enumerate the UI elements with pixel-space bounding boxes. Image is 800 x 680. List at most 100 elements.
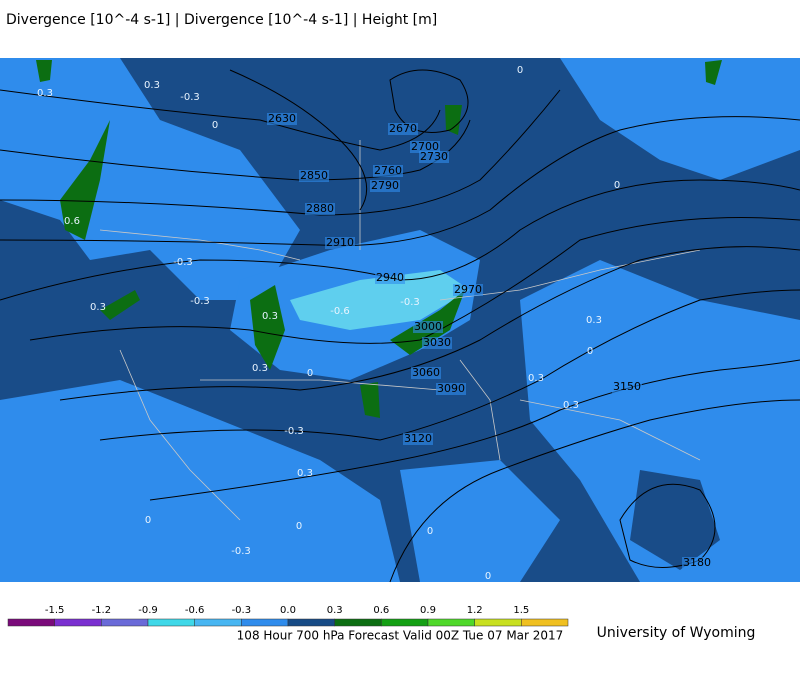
contour-label: 2760 (374, 164, 402, 177)
contour-label: 3150 (613, 380, 641, 393)
divergence-label: -0.3 (173, 257, 193, 268)
credit: University of Wyoming (597, 625, 756, 641)
colorbar-swatch (287, 618, 335, 627)
contour (619, 483, 716, 568)
colorbar-swatch (101, 618, 149, 627)
contour (389, 399, 800, 583)
contour-label-bg (419, 151, 449, 163)
region (100, 290, 140, 320)
contour-label-bg (373, 165, 403, 177)
divergence-label: 0.3 (528, 373, 544, 384)
colorbar-tick-label: 1.5 (513, 605, 529, 616)
contour-label-bg (411, 367, 441, 379)
contour-label: 2630 (268, 112, 296, 125)
contour-label-bg (410, 141, 440, 153)
region (630, 470, 720, 570)
contour-label: 3000 (414, 320, 442, 333)
divergence-label: 0 (614, 180, 620, 191)
divergence-label: 0.3 (144, 80, 160, 91)
region (520, 260, 800, 582)
contour-label-bg (682, 557, 712, 569)
contour-label-bg (453, 284, 483, 296)
colorbar-tick-label: 0.9 (420, 605, 436, 616)
colorbar-tick-label: -0.3 (232, 605, 252, 616)
divergence-label: 0.6 (64, 216, 80, 227)
colorbar-swatch (381, 618, 429, 627)
contour-label-bg (375, 272, 405, 284)
contour-label-bg (370, 180, 400, 192)
contour-label: 3030 (423, 336, 451, 349)
contour-label-bg (403, 433, 433, 445)
divergence-label: -0.3 (190, 296, 210, 307)
colorbar-tick-label: 1.2 (467, 605, 483, 616)
region (290, 270, 470, 330)
divergence-label: 0.3 (37, 88, 53, 99)
contour (149, 359, 800, 501)
colorbar-swatch (147, 618, 195, 627)
region (60, 120, 110, 240)
region (300, 58, 800, 180)
divergence-label: 0 (212, 120, 218, 131)
colorbar-swatch (474, 618, 522, 627)
divergence-label: 0.3 (262, 311, 278, 322)
contour (0, 89, 561, 216)
divergence-label: 0 (517, 65, 523, 76)
divergence-label: 0.3 (297, 468, 313, 479)
contour-label: 2910 (326, 236, 354, 249)
contour-label-bg (413, 321, 443, 333)
contour-label-bg (388, 123, 418, 135)
divergence-label: 0.3 (90, 302, 106, 313)
contour-label-bg (325, 237, 355, 249)
contour (59, 246, 800, 401)
contour-label: 2940 (376, 271, 404, 284)
contour-label: 2670 (389, 122, 417, 135)
colorbar-tick-label: -1.5 (45, 605, 65, 616)
divergence-label: -0.3 (400, 297, 420, 308)
contour-label-bg (299, 170, 329, 182)
region (400, 460, 560, 582)
region (0, 58, 300, 300)
contour-label-bg (612, 381, 642, 393)
boundary (119, 349, 501, 521)
divergence-label: -0.3 (180, 92, 200, 103)
colorbar-tick-label: 0.6 (373, 605, 389, 616)
contour-label: 2700 (411, 140, 439, 153)
colorbar-swatch (521, 618, 569, 627)
colorbar-tick-label: -0.9 (138, 605, 158, 616)
divergence-label: 0.3 (563, 400, 579, 411)
colorbar: -1.5 -1.2 -0.9 -0.6 -0.3 0.0 0.3 0.6 0.9 1.2 1.5 (7, 605, 569, 627)
divergence-label: -0.3 (284, 426, 304, 437)
region (250, 285, 285, 370)
divergence-label: 0 (427, 526, 433, 537)
title: Divergence [10^-4 s-1] | Divergence [10^… (6, 12, 437, 28)
contour-label: 2730 (420, 150, 448, 163)
contour-label: 2880 (306, 202, 334, 215)
contour-label-bg (305, 203, 335, 215)
contour-label-bg (436, 383, 466, 395)
contour-label: 2790 (371, 179, 399, 192)
colorbar-tick-label: -1.2 (92, 605, 112, 616)
colorbar-swatch (7, 618, 55, 627)
contour-label: 3120 (404, 432, 432, 445)
contour-label: 3090 (437, 382, 465, 395)
contour-label: 2970 (454, 283, 482, 296)
colorbar-swatch (194, 618, 242, 627)
boundary (99, 140, 701, 461)
divergence-label: 0 (587, 346, 593, 357)
contour (0, 179, 800, 301)
contour-label-bg (422, 337, 452, 349)
contour (0, 89, 441, 151)
contour (0, 116, 800, 247)
contour-label: 2850 (300, 169, 328, 182)
divergence-label: -0.6 (330, 306, 350, 317)
colorbar-tick-label: 0.0 (280, 605, 296, 616)
divergence-label: 0 (145, 515, 151, 526)
contour (99, 289, 800, 441)
colorbar-swatch (241, 618, 289, 627)
divergence-label: 0 (296, 521, 302, 532)
divergence-label: 0.3 (586, 315, 602, 326)
contour (29, 217, 800, 344)
colorbar-tick-label: 0.3 (327, 605, 343, 616)
